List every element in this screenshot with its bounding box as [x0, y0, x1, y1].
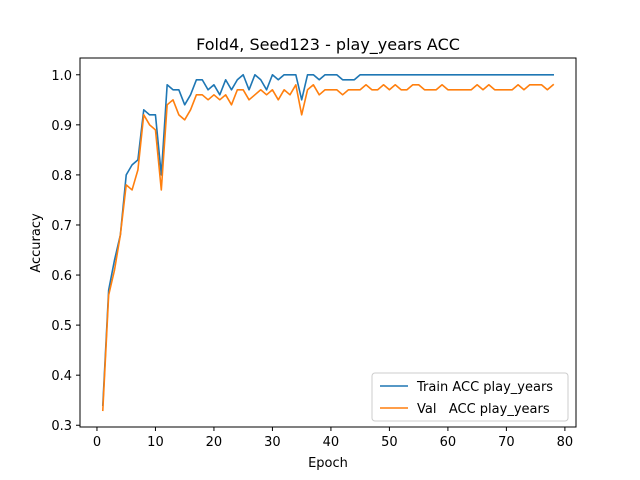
plot-area: 0 10 20 30 40 50 60 70 80 0.3 0.4 0.5 0.6 0.7 0.8 0.9 1.… [51, 57, 577, 450]
x-tick-label: 50 [381, 435, 398, 450]
legend: Train ACC play_years Val ACC play_years [371, 372, 569, 422]
y-tick-label: 0.7 [51, 219, 72, 234]
legend-label: Val ACC play_years [417, 402, 550, 417]
x-tick-label: 30 [264, 435, 281, 450]
y-tick-label: 0.8 [51, 169, 72, 184]
y-tick-label: 0.4 [51, 369, 72, 384]
legend-label: Train ACC play_years [416, 380, 553, 395]
x-tick-label: 80 [557, 435, 574, 450]
x-tick-label: 10 [147, 435, 164, 450]
x-tick-label: 70 [498, 435, 515, 450]
y-tick-label: 0.3 [51, 419, 72, 434]
y-tick-label: 0.6 [51, 269, 72, 284]
y-tick-label: 1.0 [51, 69, 72, 84]
y-axis-label: Accuracy [29, 213, 44, 273]
x-axis-label: Epoch [308, 456, 348, 471]
axes-frame [79, 57, 577, 428]
x-tick-label: 20 [206, 435, 223, 450]
chart-title: Fold4, Seed123 - play_years ACC [196, 35, 460, 55]
series-line-val [101, 83, 555, 412]
legend-box [371, 372, 569, 422]
y-tick-label: 0.9 [51, 119, 72, 134]
x-tick-label: 60 [440, 435, 457, 450]
x-tick-label: 40 [323, 435, 340, 450]
y-tick-label: 0.5 [51, 319, 72, 334]
series-line-train [101, 73, 554, 407]
x-tick-label: 0 [93, 435, 101, 450]
